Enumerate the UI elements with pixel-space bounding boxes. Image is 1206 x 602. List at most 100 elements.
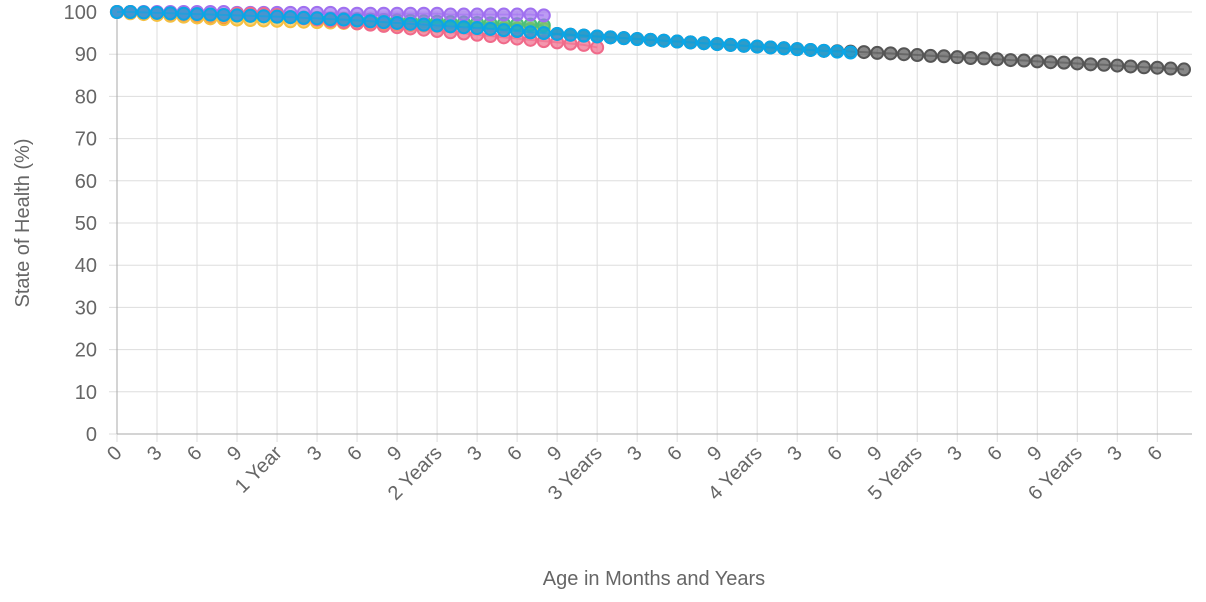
data-point (656, 33, 671, 48)
data-point (963, 50, 978, 65)
x-axis-title: Age in Months and Years (543, 568, 765, 590)
data-point (416, 17, 431, 32)
data-point (443, 7, 458, 22)
y-tick-label: 100 (64, 2, 97, 24)
data-point (470, 7, 485, 22)
data-point (216, 7, 231, 22)
data-point (790, 42, 805, 57)
x-tick-label: 3 (783, 442, 806, 465)
data-point (190, 7, 205, 22)
data-point (1030, 54, 1045, 69)
data-point (1096, 57, 1111, 72)
data-point (736, 38, 751, 53)
data-point (523, 25, 538, 40)
x-tick-label: 6 (183, 442, 206, 465)
x-tick-label: 6 (503, 442, 526, 465)
data-point (350, 13, 365, 28)
data-point (376, 15, 391, 30)
data-point (1056, 55, 1071, 70)
data-point (363, 14, 378, 29)
data-point (750, 39, 765, 54)
data-point (483, 21, 498, 36)
data-point (510, 23, 525, 38)
data-point (1150, 60, 1165, 75)
data-point (1043, 55, 1058, 70)
data-point (910, 48, 925, 63)
data-point (870, 45, 885, 60)
x-tick-label: 3 (463, 442, 486, 465)
y-tick-label: 50 (75, 213, 97, 235)
data-point (496, 23, 511, 38)
data-point (283, 10, 298, 25)
data-point (590, 29, 605, 44)
data-point (803, 42, 818, 57)
y-tick-label: 70 (75, 129, 97, 151)
y-tick-label: 0 (86, 424, 97, 446)
data-point (923, 48, 938, 63)
data-point (230, 8, 245, 23)
data-point (976, 51, 991, 66)
y-tick-label: 10 (75, 382, 97, 404)
data-point (470, 21, 485, 36)
data-point (163, 6, 178, 21)
data-point (270, 9, 285, 24)
y-tick-label: 80 (75, 86, 97, 108)
data-point (830, 44, 845, 59)
data-point (1016, 53, 1031, 68)
data-point (456, 7, 471, 22)
data-point (443, 19, 458, 34)
data-point (896, 47, 911, 62)
data-point (296, 10, 311, 25)
x-tick-label: 3 (623, 442, 646, 465)
data-point (390, 15, 405, 30)
x-tick-label: 6 (823, 442, 846, 465)
data-point (843, 45, 858, 60)
data-point (856, 45, 871, 60)
data-point (723, 37, 738, 52)
data-point (136, 5, 151, 20)
data-point (563, 27, 578, 42)
data-point (243, 8, 258, 23)
data-point (483, 7, 498, 22)
x-tick-label: 9 (383, 442, 406, 465)
data-point (950, 50, 965, 65)
data-point (550, 26, 565, 41)
data-point (1003, 53, 1018, 68)
data-point (1136, 60, 1151, 75)
y-axis-title: State of Health (%) (12, 139, 34, 308)
y-tick-label: 30 (75, 297, 97, 319)
data-point (150, 5, 165, 20)
data-point (1176, 62, 1191, 77)
data-point (616, 31, 631, 46)
data-point (496, 7, 511, 22)
data-point (1070, 56, 1085, 71)
x-tick-label: 9 (703, 442, 726, 465)
data-point (336, 12, 351, 27)
data-point (403, 16, 418, 31)
y-tick-label: 60 (75, 171, 97, 193)
data-point (696, 36, 711, 51)
y-tick-label: 90 (75, 44, 97, 66)
data-point (1110, 58, 1125, 73)
x-tick-label: 3 (1103, 442, 1126, 465)
x-tick-label: 6 (1143, 442, 1166, 465)
x-tick-label: 9 (1023, 442, 1046, 465)
x-tick-label: 3 (943, 442, 966, 465)
data-point (683, 35, 698, 50)
data-point (123, 5, 138, 19)
data-point (1163, 61, 1178, 76)
data-point (430, 18, 445, 33)
x-tick-label: 6 (663, 442, 686, 465)
x-tick-label: 6 (343, 442, 366, 465)
data-point (510, 7, 525, 22)
data-point (323, 12, 338, 27)
data-point (603, 30, 618, 45)
x-tick-label: 3 (143, 442, 166, 465)
data-point (710, 37, 725, 52)
data-point (1083, 57, 1098, 72)
x-tick-label: 9 (543, 442, 566, 465)
y-tick-label: 40 (75, 255, 97, 277)
data-point (203, 7, 218, 22)
data-point (776, 41, 791, 56)
